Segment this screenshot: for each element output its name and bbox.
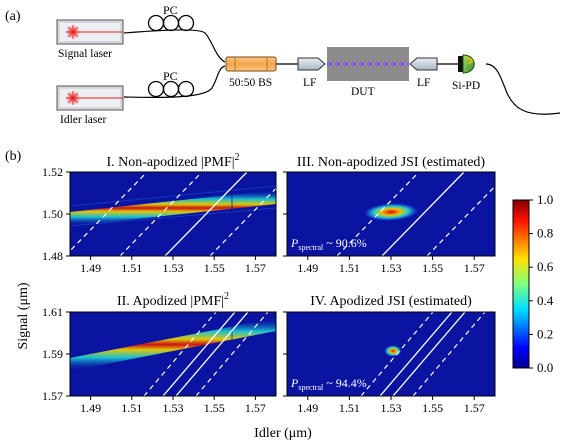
purity-apodized: Pspectral ~ 94.4% — [290, 376, 367, 392]
jsi-peak — [363, 202, 419, 222]
x-tick-label: 1.49 — [80, 261, 101, 275]
purity-non-apodized: Pspectral ~ 90.6% — [290, 236, 367, 252]
title-apodized-jsi: IV. Apodized JSI (estimated) — [310, 294, 472, 309]
x-tick-label: 1.55 — [422, 261, 443, 275]
signal-laser-label: Signal laser — [58, 48, 112, 60]
x-tick-label: 1.51 — [121, 401, 142, 415]
pump-bw-line-left — [336, 172, 420, 256]
pump-line-1 — [162, 312, 236, 396]
colorbar-tick-label: 0.8 — [537, 226, 553, 241]
x-tick-label: 1.57 — [464, 261, 485, 275]
idler-laser-label: Idler laser — [60, 114, 106, 126]
colorbar-tick-label: 0.4 — [537, 293, 554, 308]
colorbar-tick-label: 1.0 — [537, 192, 553, 207]
y-tick-label: 1.57 — [42, 389, 63, 403]
colorbar-ticks: 1.0 0.8 0.6 0.4 0.2 0.0 — [529, 192, 554, 375]
x-tick-label: 1.53 — [163, 401, 184, 415]
pump-line — [164, 172, 248, 256]
jsi-peak — [384, 345, 402, 357]
x-tick-label: 1.57 — [245, 261, 266, 275]
heatmap-apodized-pmf — [70, 312, 276, 396]
pump-line-1 — [379, 312, 453, 396]
y-tick-label: 1.52 — [42, 165, 63, 179]
pump-bw-line-right — [412, 312, 486, 396]
y-tick-label: 1.61 — [42, 305, 63, 319]
x-tick-label: 1.51 — [121, 261, 142, 275]
pump-bw-line-right — [426, 185, 495, 256]
pump-bw-line-left — [360, 312, 434, 396]
si-pd-label: Si-PD — [452, 80, 480, 92]
y-tick-label: 1.48 — [42, 249, 63, 263]
x-tick-label: 1.51 — [339, 401, 360, 415]
title-non-apodized-jsi: III. Non-apodized JSI (estimated) — [297, 155, 485, 170]
x-tick-label: 1.55 — [204, 261, 225, 275]
lf-right-label: LF — [417, 77, 430, 89]
x-tick-label: 1.49 — [297, 261, 318, 275]
signal-fiber — [123, 29, 226, 63]
colorbar: 1.0 0.8 0.6 0.4 0.2 0.0 — [512, 192, 554, 375]
heatmap-apodized-jsi — [287, 312, 495, 396]
pump-bw-line-left — [143, 312, 217, 396]
dut-label: DUT — [351, 86, 375, 98]
x-tick-label: 1.53 — [163, 261, 184, 275]
x-tick-label: 1.53 — [381, 401, 402, 415]
x-tick-label: 1.55 — [204, 401, 225, 415]
pmf-band — [70, 318, 276, 371]
bs-label: 50:50 BS — [229, 77, 272, 89]
y-axis-label: Signal (μm) — [16, 282, 31, 349]
y-tick-label: 1.50 — [42, 207, 63, 221]
pc-bottom-label: PC — [163, 69, 178, 83]
pump-line-2 — [392, 312, 466, 396]
output-fiber — [485, 63, 561, 115]
heatmap-non-apodized-jsi — [287, 172, 495, 256]
x-tick-label: 1.51 — [339, 261, 360, 275]
x-tick-label: 1.57 — [245, 401, 266, 415]
lf-left-label: LF — [303, 77, 316, 89]
pmf-band — [70, 190, 276, 226]
signal-laser: Signal laser — [56, 19, 124, 60]
pump-bw-line-right — [195, 312, 269, 396]
pump-bw-line-right — [209, 187, 276, 256]
colorbar-tick-label: 0.0 — [537, 360, 553, 375]
colorbar-tick-label: 0.6 — [537, 259, 554, 274]
setup-diagram: (a) PC PC Signal laser — [5, 3, 561, 126]
pump-line-2 — [175, 312, 249, 396]
panel-a-label: (a) — [5, 9, 21, 24]
x-axis-label: Idler (μm) — [254, 426, 312, 441]
x-tick-label: 1.55 — [422, 401, 443, 415]
x-tick-label: 1.53 — [381, 261, 402, 275]
pc-bottom-loops — [147, 80, 195, 98]
colorbar-tick-label: 0.2 — [537, 326, 553, 341]
x-tick-label: 1.49 — [297, 401, 318, 415]
panel-b-label: (b) — [5, 149, 22, 164]
photodetector: Si-PD — [452, 54, 480, 92]
idler-fiber — [123, 65, 226, 99]
idler-laser: Idler laser — [56, 85, 124, 126]
y-tick-label: 1.59 — [42, 347, 63, 361]
lensed-fiber-left: LF — [297, 57, 326, 89]
title-apodized-pmf: II. Apodized |PMF|2 — [117, 291, 229, 309]
dut-chip: DUT — [327, 47, 409, 98]
title-non-apodized-pmf: I. Non-apodized |PMF|2 — [106, 152, 239, 170]
pump-bw-line-left — [119, 172, 203, 256]
beam-splitter: 50:50 BS — [225, 56, 277, 89]
pc-top-loops — [147, 14, 195, 32]
pc-top-label: PC — [163, 3, 178, 17]
lensed-fiber-right: LF — [409, 57, 438, 89]
x-tick-label: 1.57 — [464, 401, 485, 415]
pump-line — [381, 172, 465, 256]
x-tick-label: 1.49 — [80, 401, 101, 415]
axis-ticks: 1.49 1.51 1.53 1.55 1.57 1.49 1.51 1.53 1.55 1.57… — [42, 165, 485, 415]
heatmap-non-apodized-pmf — [70, 172, 276, 256]
